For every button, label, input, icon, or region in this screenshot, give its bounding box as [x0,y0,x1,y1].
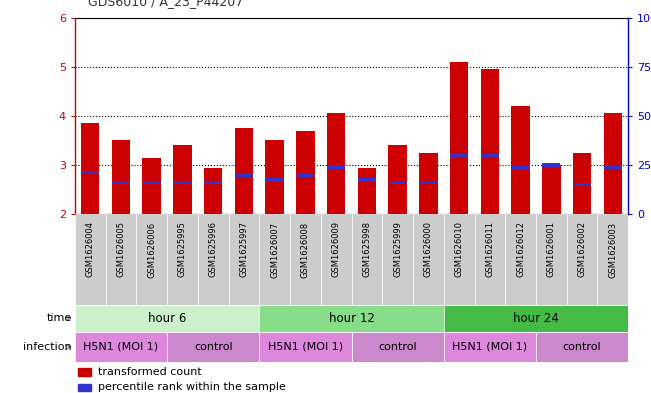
Bar [259,332,352,362]
Bar [603,114,622,214]
Bar [567,214,598,305]
Bar [512,106,530,214]
Bar [235,173,253,176]
Bar [573,183,591,186]
Bar [481,154,499,157]
Bar [598,214,628,305]
Bar [296,130,314,214]
Bar [266,178,284,182]
Bar [327,114,346,214]
Bar [290,214,321,305]
Bar [296,173,314,176]
Bar [450,62,468,214]
Bar [235,128,253,214]
Bar [105,214,136,305]
Bar [327,166,345,169]
Bar [536,214,567,305]
Bar [352,214,382,305]
Text: infection: infection [23,342,72,352]
Text: GSM1626007: GSM1626007 [270,221,279,277]
Bar [413,214,444,305]
Bar [143,180,161,184]
Text: control: control [194,342,232,352]
Text: H5N1 (MOI 1): H5N1 (MOI 1) [83,342,159,352]
Text: GSM1626009: GSM1626009 [331,221,340,277]
Text: hour 12: hour 12 [329,312,374,325]
Bar [229,214,259,305]
Text: H5N1 (MOI 1): H5N1 (MOI 1) [452,342,527,352]
Text: hour 24: hour 24 [513,312,559,325]
Text: GSM1625997: GSM1625997 [240,221,249,277]
Text: GSM1625996: GSM1625996 [209,221,217,277]
Text: GSM1626008: GSM1626008 [301,221,310,277]
Bar [444,332,536,362]
Text: GSM1626001: GSM1626001 [547,221,556,277]
Text: GSM1626002: GSM1626002 [577,221,587,277]
Bar [321,214,352,305]
Bar [81,123,100,214]
Text: GSM1625995: GSM1625995 [178,221,187,277]
Bar [204,180,222,184]
Text: GSM1626006: GSM1626006 [147,221,156,277]
Bar [173,145,191,214]
Bar [143,158,161,214]
Bar [75,332,167,362]
Bar [112,180,130,184]
Bar [174,180,191,184]
Bar [358,178,376,182]
Bar [389,180,407,184]
Bar [536,332,628,362]
Bar [167,332,259,362]
Text: control: control [563,342,602,352]
Bar [382,214,413,305]
Bar [444,214,475,305]
Bar [204,167,223,214]
Bar [266,140,284,214]
Bar [419,180,437,184]
Text: H5N1 (MOI 1): H5N1 (MOI 1) [268,342,343,352]
Bar [198,214,229,305]
Bar [505,214,536,305]
Bar [136,214,167,305]
Bar [75,214,105,305]
Bar [112,140,130,214]
Text: GSM1625998: GSM1625998 [363,221,372,277]
Text: time: time [46,313,72,323]
Text: transformed count: transformed count [98,367,202,377]
Bar [259,305,444,332]
Text: GSM1626010: GSM1626010 [454,221,464,277]
Bar [444,305,628,332]
Bar [75,305,259,332]
Text: GDS6010 / A_23_P44207: GDS6010 / A_23_P44207 [88,0,243,8]
Bar [512,166,529,169]
Bar [419,153,437,214]
Bar [167,214,198,305]
Text: GSM1626000: GSM1626000 [424,221,433,277]
Bar [542,165,561,214]
Text: GSM1626003: GSM1626003 [608,221,617,277]
Bar [78,384,91,391]
Bar [81,171,99,174]
Bar [389,145,407,214]
Text: GSM1626004: GSM1626004 [86,221,95,277]
Text: GSM1626011: GSM1626011 [486,221,494,277]
Bar [450,154,468,157]
Text: GSM1626012: GSM1626012 [516,221,525,277]
Text: control: control [378,342,417,352]
Bar [542,163,561,167]
Bar [352,332,444,362]
Text: GSM1626005: GSM1626005 [117,221,126,277]
Bar [357,167,376,214]
Bar [259,214,290,305]
Bar [604,166,622,169]
Text: percentile rank within the sample: percentile rank within the sample [98,382,286,393]
Bar [475,214,505,305]
Text: GSM1625999: GSM1625999 [393,221,402,277]
Bar [480,69,499,214]
Bar [573,153,591,214]
Text: hour 6: hour 6 [148,312,186,325]
Bar [78,368,91,376]
